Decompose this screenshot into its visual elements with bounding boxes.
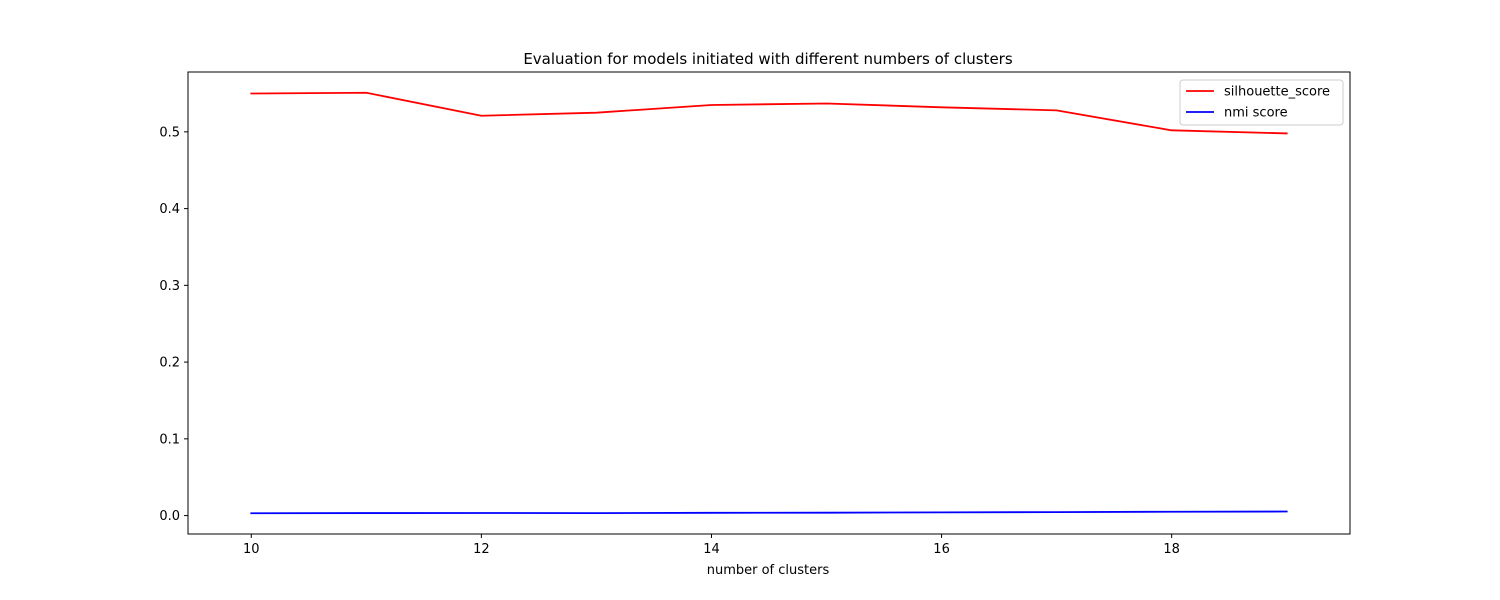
y-axis: 0.0 0.1 0.2 0.3 0.4 0.5 — [159, 125, 188, 524]
y-tick-label: 0.0 — [159, 509, 180, 524]
x-axis-label: number of clusters — [707, 563, 830, 578]
x-tick-label: 10 — [243, 542, 260, 557]
x-tick-label: 12 — [473, 542, 490, 557]
x-tick-label: 14 — [703, 542, 720, 557]
y-tick-label: 0.1 — [159, 432, 180, 447]
x-tick-label: 18 — [1163, 542, 1180, 557]
legend-label: silhouette_score — [1224, 85, 1330, 100]
plot-frame — [187, 71, 1351, 535]
legend-box — [1179, 79, 1344, 126]
series-line-nmi-score — [250, 510, 1288, 515]
legend-label: nmi score — [1224, 106, 1288, 121]
x-axis: 10 12 14 16 18 — [243, 534, 1180, 557]
y-tick-label: 0.4 — [159, 202, 180, 217]
y-tick-label: 0.5 — [159, 125, 180, 140]
y-tick-label: 0.3 — [159, 279, 180, 294]
series-layer — [250, 91, 1288, 515]
y-tick-label: 0.2 — [159, 356, 180, 371]
series-line-silhouette-score — [250, 91, 1288, 135]
x-tick-label: 16 — [933, 542, 950, 557]
chart-title: Evaluation for models initiated with dif… — [523, 50, 1013, 68]
